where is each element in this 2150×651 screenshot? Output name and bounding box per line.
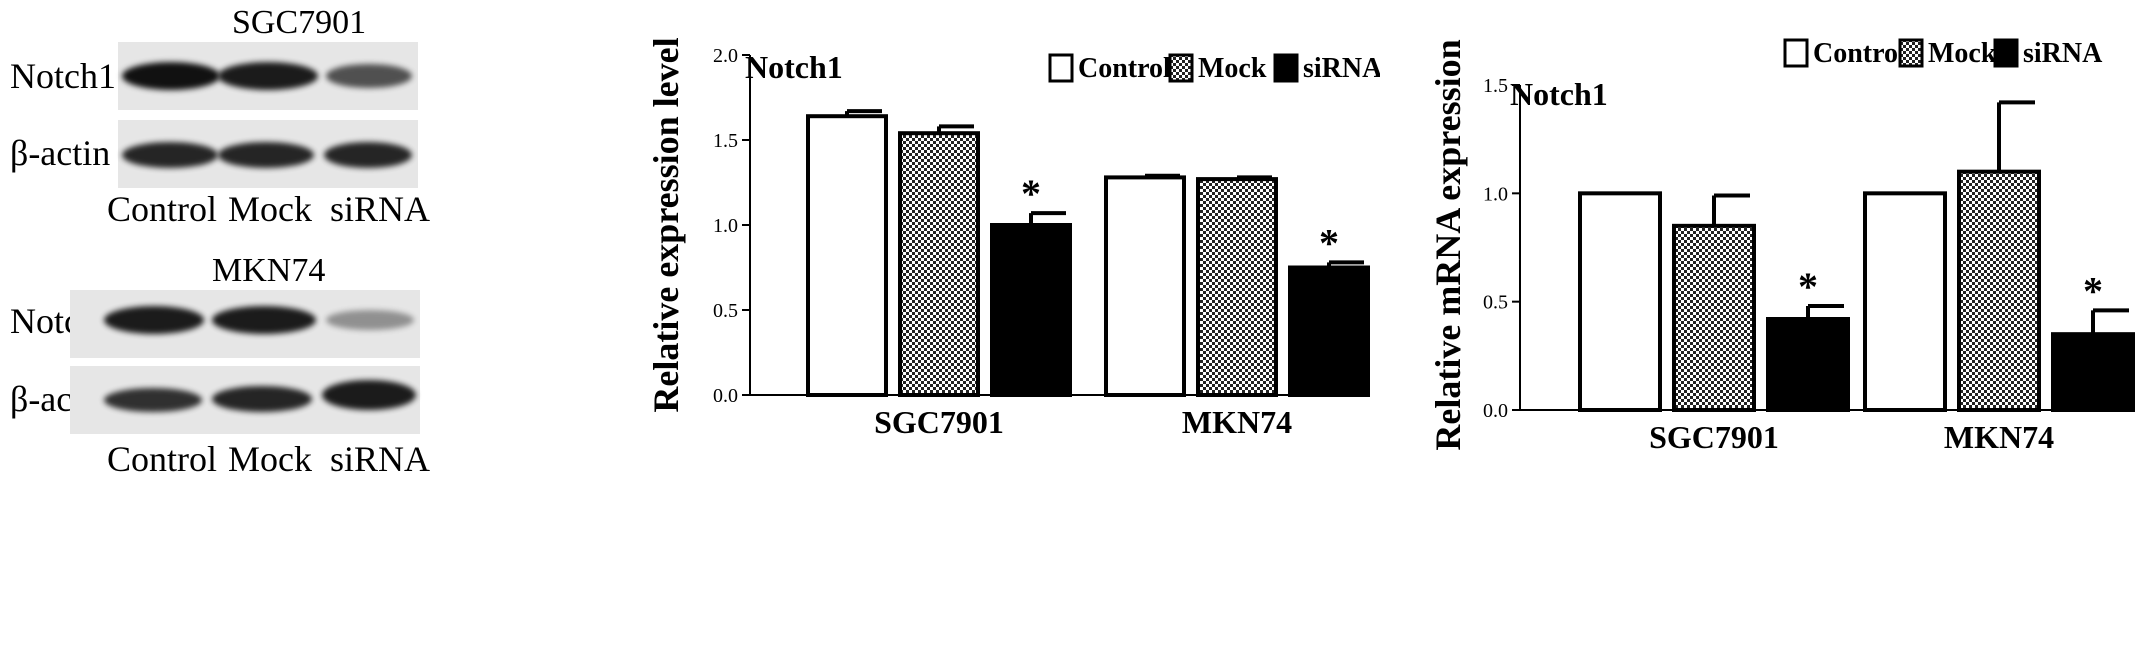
band-mkn74-notch1-sirna	[326, 310, 414, 330]
legend-label: siRNA	[2023, 38, 2103, 69]
legend-label: Mock	[1928, 38, 1997, 69]
legend-label: Control	[1813, 38, 1906, 69]
lane-label: Mock	[228, 189, 312, 229]
significance-star: *	[1021, 171, 1041, 216]
band-sgc7901-actin-control	[122, 142, 218, 168]
y-tick-label: 1.0	[1483, 183, 1508, 205]
band-mkn74-actin-sirna	[322, 380, 416, 410]
y-tick-label: 0.0	[1483, 400, 1508, 422]
band-sgc7901-notch1-mock	[218, 62, 318, 90]
bar-mock	[1672, 223, 1756, 412]
legend-swatch-control	[1783, 38, 1809, 68]
category-label: MKN74	[1944, 419, 2054, 455]
bar-sirna	[2051, 332, 2135, 412]
blot-title-mkn74: MKN74	[212, 252, 326, 289]
bar-mock	[898, 131, 980, 397]
category-label: SGC7901	[1649, 419, 1779, 455]
chart-title: Notch1	[1510, 76, 1608, 112]
y-tick-label: 1.5	[1483, 75, 1508, 97]
legend-swatch-sirna	[1273, 53, 1299, 83]
category-label: MKN74	[1182, 404, 1292, 440]
bar-sirna	[990, 223, 1072, 397]
legend-swatch-mock	[1168, 53, 1194, 83]
band-mkn74-notch1-control	[104, 306, 204, 334]
bar-sirna	[1288, 265, 1370, 397]
chart-title: Notch1	[745, 49, 843, 85]
bar-mock	[1196, 177, 1278, 397]
blot-title-sgc7901: SGC7901	[232, 4, 367, 41]
category-label: SGC7901	[874, 404, 1004, 440]
legend-label: Control	[1078, 53, 1171, 84]
lane-label: Mock	[228, 439, 312, 479]
y-axis-label: Relative expression level	[646, 37, 686, 412]
significance-star: *	[1319, 220, 1339, 265]
lane-label: Control	[107, 189, 218, 229]
significance-star: *	[2083, 268, 2103, 313]
y-tick-label: 1.5	[713, 130, 738, 152]
blot-row-label: β-actin	[10, 133, 111, 173]
bar-control	[1863, 191, 1947, 412]
mrna-expression-chart: 0.0 0.5 1.0 1.5 Relative mRNA expression Notc…	[1428, 38, 2135, 455]
bar-control	[806, 114, 888, 397]
significance-star: *	[1798, 264, 1818, 309]
blot-row-label: Notch1	[10, 56, 116, 96]
y-tick-label: 2.0	[713, 45, 738, 67]
legend-swatch-control	[1048, 53, 1074, 83]
band-sgc7901-actin-mock	[218, 142, 314, 168]
y-tick-label: 1.0	[713, 215, 738, 237]
band-mkn74-notch1-mock	[212, 306, 316, 334]
legend-label: siRNA	[1303, 53, 1380, 84]
legend-label: Mock	[1198, 53, 1267, 84]
band-sgc7901-notch1-sirna	[326, 64, 412, 88]
bar-control	[1104, 175, 1186, 397]
legend-swatch-mock	[1898, 38, 1924, 68]
bar-sirna	[1766, 317, 1850, 412]
western-blot-panel: SGC7901 Notch1 β-actin Control Mock siRN…	[0, 0, 590, 651]
y-tick-label: 0.5	[1483, 292, 1508, 314]
band-mkn74-actin-control	[104, 388, 202, 412]
y-axis-label: Relative mRNA expression	[1428, 39, 1468, 450]
band-sgc7901-notch1-control	[122, 62, 220, 90]
y-tick-label: 0.0	[713, 385, 738, 407]
band-mkn74-actin-mock	[212, 386, 312, 412]
legend-swatch-sirna	[1993, 38, 2019, 68]
lane-label: siRNA	[330, 189, 431, 229]
bar-control	[1578, 191, 1662, 412]
bar-mock	[1957, 169, 2041, 412]
band-sgc7901-actin-sirna	[324, 142, 412, 168]
lane-label: Control	[107, 439, 218, 479]
lane-label: siRNA	[330, 439, 431, 479]
protein-expression-chart: 0.0 0.5 1.0 1.5 2.0 Relative expression level…	[646, 37, 1380, 440]
y-tick-label: 0.5	[713, 300, 738, 322]
